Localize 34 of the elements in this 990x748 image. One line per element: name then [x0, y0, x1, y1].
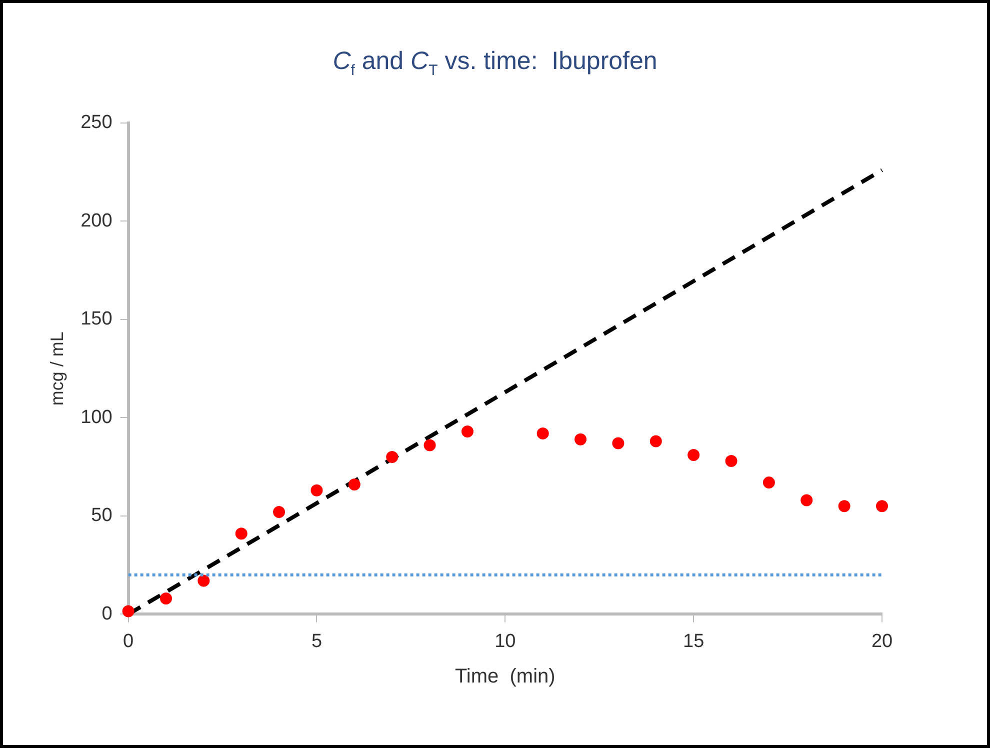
- point: [838, 500, 850, 512]
- point: [461, 425, 474, 438]
- point: [122, 605, 134, 618]
- point: [725, 454, 738, 467]
- point: [762, 476, 775, 489]
- chart-title: C$_{f}$ and C$_{T}$ vs. time: Ibuprofen: [332, 47, 658, 79]
- point: [876, 500, 888, 512]
- point: [424, 439, 436, 452]
- y-tick-label: 50: [91, 505, 112, 526]
- point: [160, 592, 172, 604]
- point: [574, 433, 587, 446]
- x-tick-label: 10: [494, 630, 516, 652]
- x-tick-label: 0: [123, 630, 134, 652]
- y-tick-label: 100: [80, 406, 112, 428]
- x-tick-label: 15: [683, 630, 704, 652]
- point: [273, 506, 286, 518]
- point: [688, 449, 700, 462]
- y-tick-label: 200: [80, 210, 112, 232]
- point: [612, 437, 624, 450]
- point: [536, 427, 549, 440]
- x-tick-label: 20: [871, 630, 893, 652]
- point: [310, 484, 323, 496]
- y-tick-label: 0: [102, 603, 112, 624]
- y-tick-label: 250: [80, 112, 112, 134]
- point: [235, 528, 248, 540]
- point: [650, 435, 662, 448]
- x-axis-title: Time (min): [454, 666, 556, 688]
- point: [348, 478, 360, 491]
- y-tick-label: 150: [80, 308, 112, 330]
- point: [198, 574, 210, 587]
- point: [800, 494, 813, 506]
- point: [386, 451, 398, 464]
- y-axis-title: mcg / mL: [46, 332, 67, 406]
- x-tick-label: 5: [311, 630, 322, 652]
